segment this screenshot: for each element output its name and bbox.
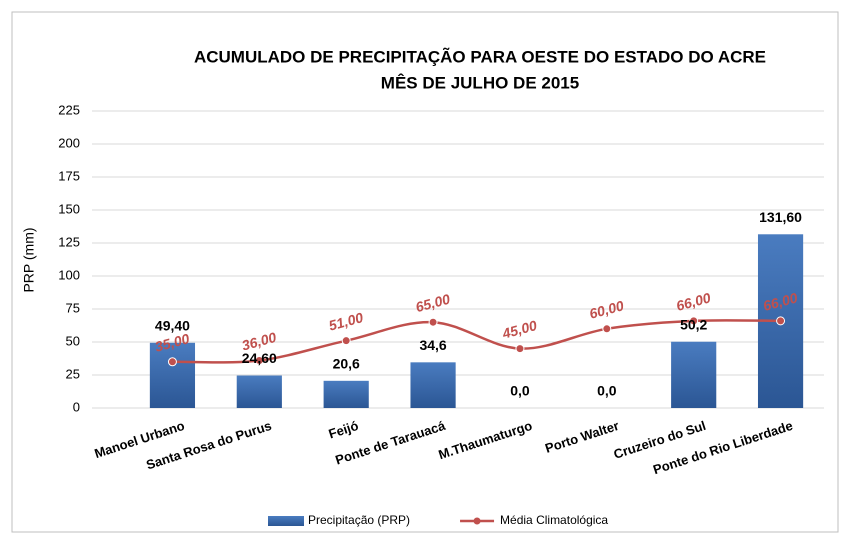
line-marker [167,357,177,367]
bar [236,375,282,408]
line-marker [689,316,699,326]
line [172,319,781,364]
y-tick-label: 50 [66,333,80,348]
y-tick-label: 75 [66,300,80,315]
chart-frame [11,11,839,533]
bar-value-label: 0,0 [597,383,617,399]
line-marker [254,355,264,365]
line-marker [776,316,786,326]
bar [149,342,196,408]
bar [410,362,456,408]
legend-marker [473,517,481,525]
bar-value-label: 20,6 [333,356,360,372]
chart-subtitle: MÊS DE JULHO DE 2015 [381,73,579,92]
bar [323,380,369,408]
y-tick-label: 200 [58,135,80,150]
line-marker [428,317,438,327]
bar [671,341,717,408]
legend-label: Precipitação (PRP) [308,513,410,527]
legend-swatch [268,516,304,526]
y-tick-label: 175 [58,168,80,183]
y-tick-label: 25 [66,366,80,381]
chart-title: ACUMULADO DE PRECIPITAÇÃO PARA OESTE DO … [194,46,766,66]
y-tick-label: 100 [58,267,80,282]
bar-value-label: 131,60 [759,209,802,225]
line-marker [515,344,525,354]
line-marker [341,336,351,346]
y-axis-label: PRP (mm) [21,227,37,292]
bar-value-label: 24,60 [242,350,277,366]
bar-value-label: 49,40 [155,317,190,333]
bar-value-label: 34,6 [419,337,446,353]
y-tick-label: 0 [73,399,80,414]
y-tick-label: 225 [58,102,80,117]
bar-value-label: 50,2 [680,316,707,332]
legend-label: Média Climatológica [500,513,608,527]
line-marker [602,324,612,334]
y-tick-label: 150 [58,201,80,216]
y-tick-label: 125 [58,234,80,249]
bar-value-label: 0,0 [510,383,530,399]
